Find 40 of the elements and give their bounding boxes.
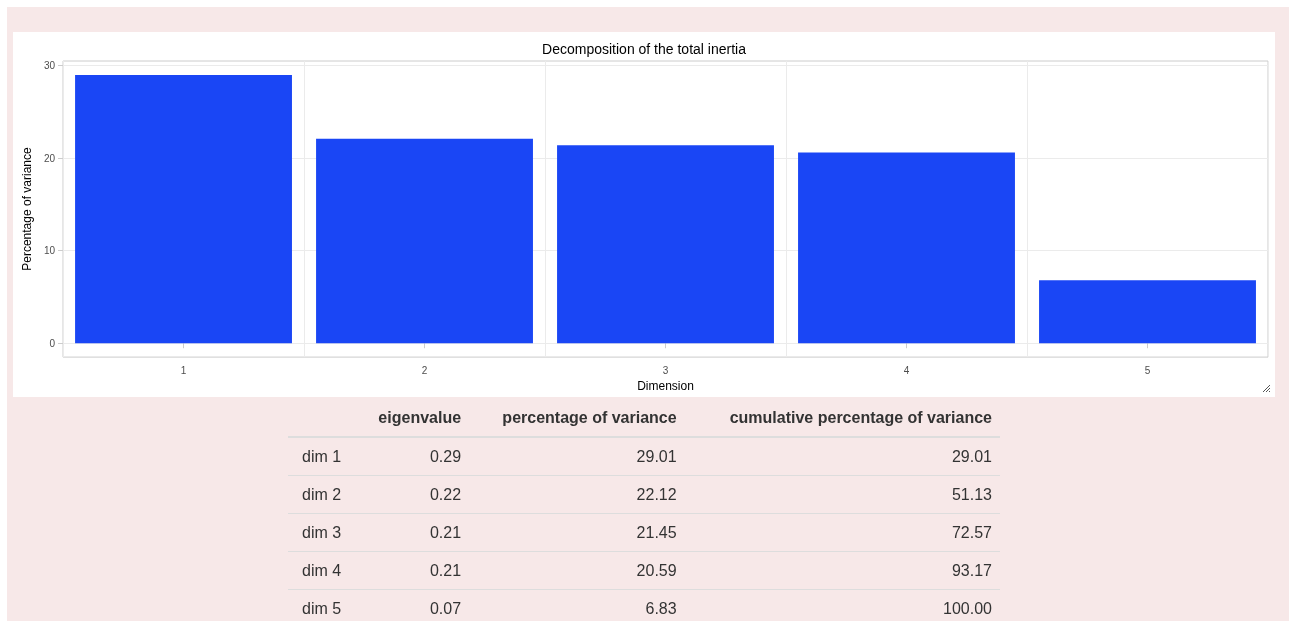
text: percentage of variance xyxy=(469,400,685,437)
y-tick-label: 0 xyxy=(49,337,56,349)
bar xyxy=(557,145,774,344)
data-label: 0.07 xyxy=(357,589,470,621)
data-label: 0.21 xyxy=(357,513,470,552)
data-label: 6.83 xyxy=(469,589,685,621)
data-label: 20.59 xyxy=(469,551,685,590)
data-label: 0.21 xyxy=(357,551,470,590)
category-label: dim 4 xyxy=(288,551,358,590)
data-label: 72.57 xyxy=(684,513,1000,552)
category-label: dim 1 xyxy=(288,437,358,476)
data-label: 0.29 xyxy=(357,437,470,476)
x-tick-label: 1 xyxy=(180,364,187,376)
category-label: dim 2 xyxy=(288,475,358,514)
data-label: 93.17 xyxy=(684,551,1000,590)
text: cumulative percentage of variance xyxy=(684,400,1000,437)
x-tick-label: 3 xyxy=(662,364,669,376)
data-label: 22.12 xyxy=(469,475,685,514)
data-label: 29.01 xyxy=(469,437,685,476)
bar xyxy=(316,138,533,344)
data-label: 100.00 xyxy=(684,589,1000,621)
category-label: dim 5 xyxy=(288,589,358,621)
category-label: dim 3 xyxy=(288,513,358,552)
bar xyxy=(75,74,292,344)
x-tick-label: 4 xyxy=(903,364,910,376)
x-tick-label: 2 xyxy=(421,364,428,376)
data-label: 29.01 xyxy=(684,437,1000,476)
y-tick-label: 10 xyxy=(43,245,56,257)
data-label: 21.45 xyxy=(469,513,685,552)
data-label: 51.13 xyxy=(684,475,1000,514)
x-tick-label: 5 xyxy=(1144,364,1151,376)
bar xyxy=(1039,280,1256,344)
y-axis-title: Percentage of variance xyxy=(20,147,34,271)
y-tick-label: 30 xyxy=(43,60,56,72)
chart-title: Decomposition of the total inertia xyxy=(542,41,747,57)
data-label: 0.22 xyxy=(357,475,470,514)
x-axis-title: Dimension xyxy=(637,379,694,393)
bar xyxy=(798,152,1015,344)
text: eigenvalue xyxy=(357,400,470,437)
y-tick-label: 20 xyxy=(43,152,56,164)
